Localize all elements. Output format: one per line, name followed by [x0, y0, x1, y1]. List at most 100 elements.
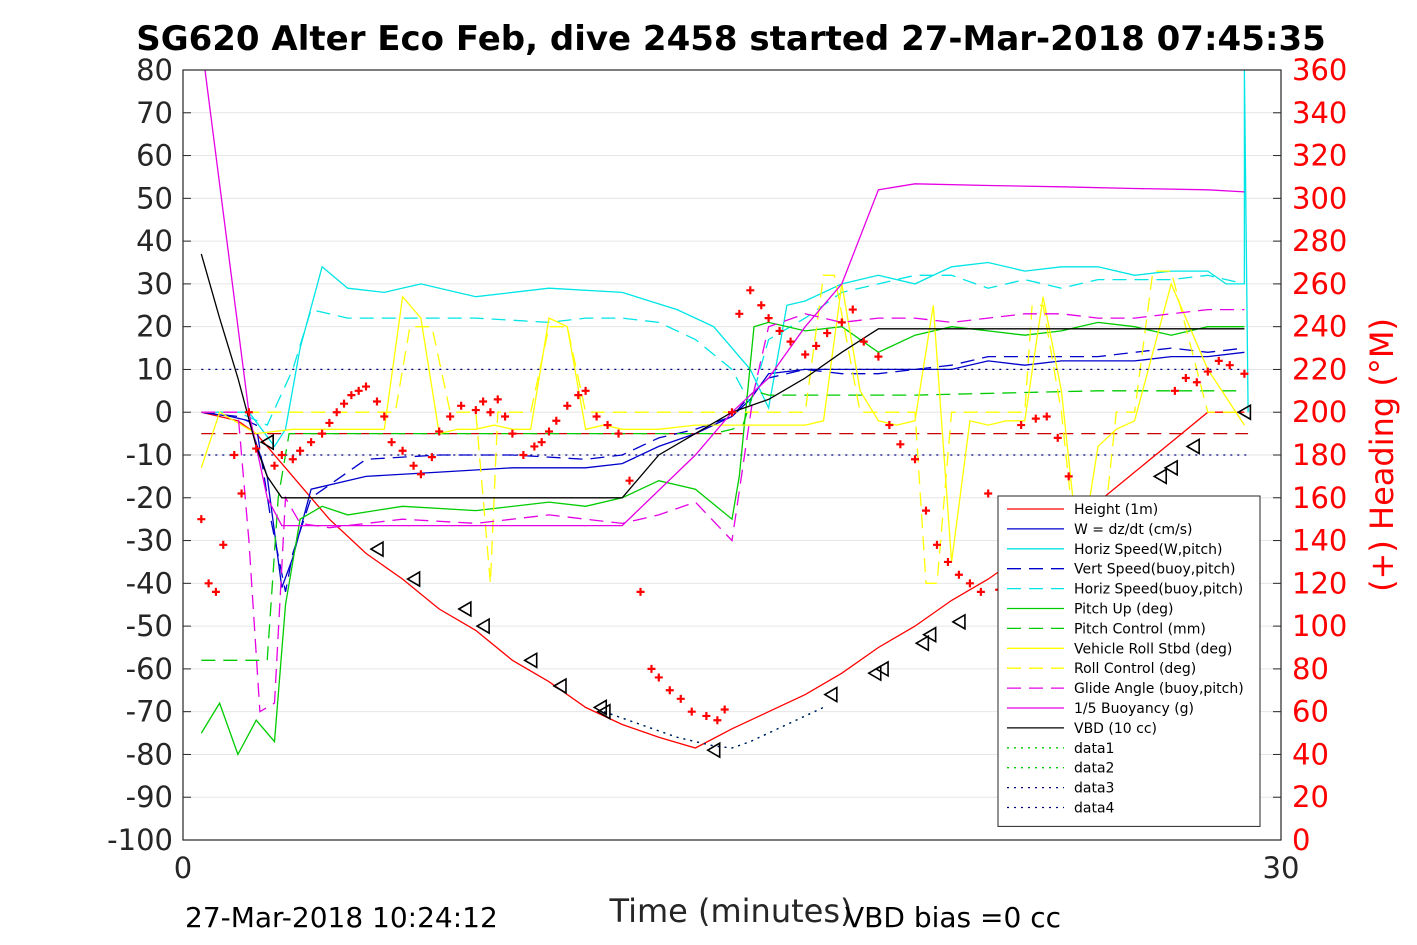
heading-point — [581, 386, 590, 395]
heading-point — [932, 540, 941, 549]
legend-label: Pitch Control (mm) — [1074, 621, 1206, 637]
heading-point — [237, 489, 246, 498]
right-tick-label: 200 — [1292, 395, 1347, 429]
heading-point — [380, 412, 389, 421]
left-tick-label: 80 — [136, 53, 173, 87]
legend-label: VBD (10 cc) — [1074, 721, 1157, 737]
heading-point — [479, 397, 488, 406]
chart-title: SG620 Alter Eco Feb, dive 2458 started 2… — [136, 19, 1326, 59]
left-tick-label: -10 — [126, 438, 173, 472]
heading-point — [519, 451, 528, 459]
heading-point — [362, 382, 370, 391]
right-tick-label: 60 — [1292, 695, 1329, 729]
triangle-marker — [475, 617, 490, 635]
right-tick-label: 180 — [1292, 438, 1347, 472]
triangle-marker — [914, 634, 930, 652]
heading-point — [720, 705, 729, 714]
heading-point — [325, 418, 334, 427]
legend-label: data1 — [1074, 741, 1114, 757]
right-tick-label: 140 — [1292, 524, 1347, 558]
heading-point — [244, 408, 253, 417]
right-tick-label: 280 — [1292, 224, 1347, 258]
triangle-marker — [1185, 438, 1200, 455]
series-line-pitch-up-deg- — [200, 321, 1245, 757]
heading-point — [288, 455, 297, 464]
heading-point — [775, 326, 784, 335]
right-tick-label: 20 — [1292, 780, 1329, 814]
left-y-axis: -100-90-80-70-60-50-40-30-20-10010203040… — [107, 53, 191, 857]
heading-point — [735, 309, 744, 318]
legend-label: Roll Control (deg) — [1074, 661, 1196, 677]
heading-point — [537, 438, 546, 447]
heading-point — [647, 664, 656, 673]
heading-point — [954, 570, 963, 579]
heading-point — [307, 438, 316, 447]
series-line-vehicle-roll-stbd-deg- — [200, 281, 1245, 563]
heading-point — [625, 476, 634, 485]
heading-point — [1203, 367, 1212, 376]
triangle-marker — [874, 660, 889, 678]
left-tick-label: -60 — [126, 652, 173, 686]
heading-point — [764, 314, 773, 323]
left-tick-label: 10 — [136, 352, 173, 386]
right-tick-label: 80 — [1292, 652, 1329, 686]
heading-point — [435, 427, 444, 436]
triangle-marker — [867, 664, 882, 682]
heading-point — [757, 301, 766, 310]
heading-point — [493, 395, 502, 404]
heading-point — [332, 408, 341, 417]
legend-label: Vert Speed(buoy,pitch) — [1074, 562, 1236, 578]
triangle-marker — [369, 540, 384, 558]
left-tick-label: -30 — [126, 524, 173, 558]
legend-label: data4 — [1074, 801, 1115, 817]
heading-point — [563, 401, 572, 410]
heading-point — [409, 461, 418, 470]
heading-point — [1053, 433, 1062, 442]
series-line-glide-angle-buoy-pitch- — [201, 308, 1245, 713]
heading-point — [446, 412, 455, 421]
legend-label: data3 — [1074, 781, 1114, 797]
right-y-axis-label: (+) Heading (°M) — [1363, 318, 1401, 592]
series-line-w-dz-dt-cm-s- — [201, 351, 1245, 588]
heading-point — [1240, 369, 1249, 378]
triangle-marker — [523, 651, 538, 669]
heading-point — [859, 337, 868, 346]
legend-label: Glide Angle (buoy,pitch) — [1074, 681, 1244, 697]
right-tick-label: 220 — [1292, 352, 1347, 386]
right-tick-label: 360 — [1292, 53, 1347, 87]
heading-point — [603, 421, 612, 430]
triangle-marker — [1152, 467, 1168, 485]
left-tick-label: -100 — [107, 823, 173, 857]
heading-point — [277, 451, 286, 459]
left-tick-label: 40 — [136, 224, 173, 258]
legend-label: Pitch Up (deg) — [1074, 602, 1173, 618]
heading-point — [965, 579, 974, 588]
heading-point — [204, 579, 213, 588]
heading-point — [427, 453, 436, 462]
legend-label: Height (1m) — [1074, 502, 1158, 518]
heading-point — [1225, 361, 1234, 370]
heading-point — [230, 451, 239, 459]
legend-label: Vehicle Roll Stbd (deg) — [1074, 641, 1232, 657]
heading-point — [823, 329, 832, 338]
heading-point — [665, 686, 674, 695]
heading-point — [786, 337, 795, 346]
heading-point — [545, 427, 553, 436]
heading-point — [636, 587, 645, 596]
triangle-marker — [457, 600, 472, 618]
heading-point — [976, 587, 985, 596]
heading-point — [252, 444, 261, 453]
heading-point — [508, 429, 517, 438]
right-tick-label: 340 — [1292, 96, 1347, 130]
triangle-marker — [259, 433, 274, 451]
heading-point — [340, 399, 349, 408]
series-line-vert-speed-buoy-pitch- — [201, 347, 1245, 593]
heading-point — [874, 352, 883, 361]
heading-point — [574, 391, 583, 400]
right-tick-label: 320 — [1292, 139, 1347, 173]
left-tick-label: -70 — [126, 695, 173, 729]
left-tick-label: 20 — [136, 310, 173, 344]
heading-point — [1064, 472, 1073, 481]
right-tick-label: 40 — [1292, 737, 1329, 771]
